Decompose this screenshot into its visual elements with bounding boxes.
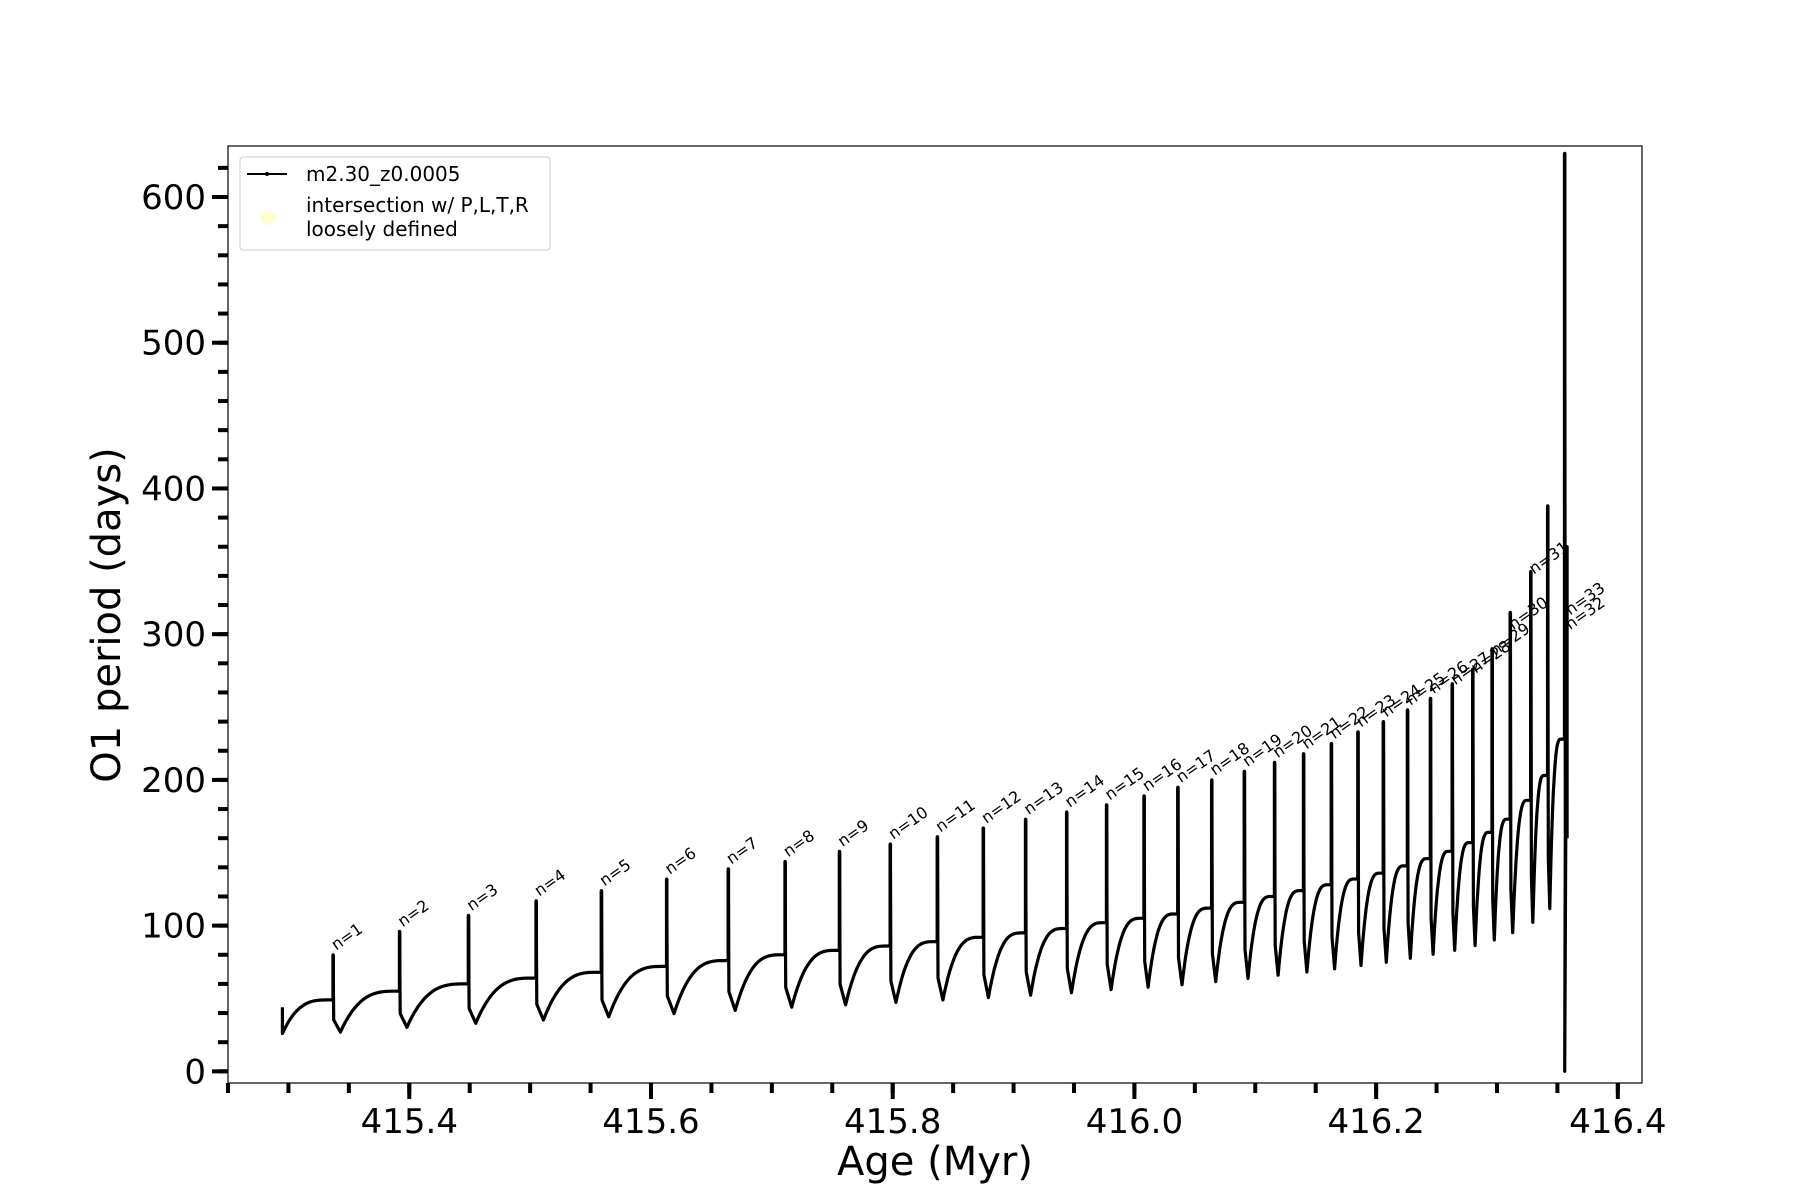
y-tick-label: 600 — [141, 178, 206, 218]
plot-frame — [227, 145, 1643, 1084]
y-tick-label: 400 — [141, 469, 206, 509]
legend-entry-intersection-line1: intersection w/ P,L,T,R — [306, 193, 529, 217]
legend-point-marker — [265, 172, 269, 176]
y-axis: 0 100 200 300 400 500 600 — [141, 165, 228, 1092]
series-line — [280, 151, 1569, 1073]
legend-entry-intersection-line2: loosely defined — [306, 217, 458, 241]
y-axis-label: O1 period (days) — [84, 447, 130, 782]
legend-entry-series: m2.30_z0.0005 — [306, 162, 461, 186]
legend: m2.30_z0.0005 intersection w/ P,L,T,R lo… — [239, 156, 551, 251]
y-tick-label: 100 — [141, 907, 206, 947]
series-layer — [280, 151, 1569, 1073]
y-tick-label: 200 — [141, 761, 206, 801]
y-tick-label: 300 — [141, 615, 206, 655]
plot-area — [227, 145, 1643, 1084]
x-axis-label: Age (Myr) — [837, 1139, 1033, 1185]
x-tick-label: 415.6 — [602, 1102, 699, 1142]
x-tick-label: 416.0 — [1086, 1102, 1183, 1142]
x-tick-label: 416.4 — [1569, 1102, 1666, 1142]
y-tick-label: 0 — [184, 1052, 206, 1092]
x-tick-label: 415.4 — [361, 1102, 458, 1142]
x-axis: 415.4 415.6 415.8 416.0 416.2 416.4 — [226, 1083, 1667, 1142]
y-tick-label: 500 — [141, 324, 206, 364]
x-tick-label: 415.8 — [844, 1102, 941, 1142]
x-tick-label: 416.2 — [1327, 1102, 1424, 1142]
legend-box — [239, 156, 551, 251]
legend-intersection-marker — [261, 211, 275, 225]
